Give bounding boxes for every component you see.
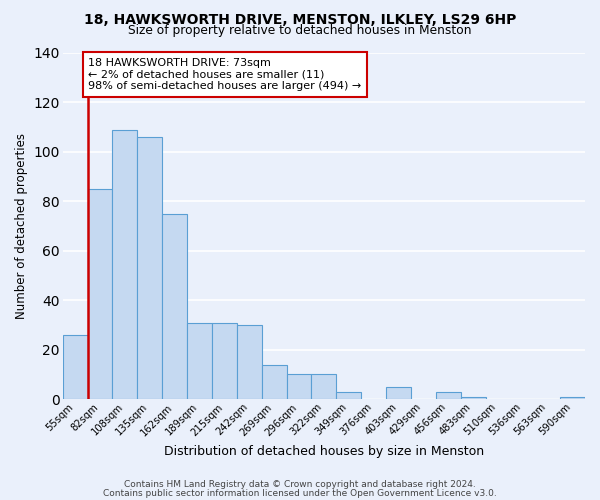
Bar xyxy=(461,396,485,399)
Bar xyxy=(287,374,311,399)
Bar xyxy=(187,322,212,399)
Bar xyxy=(262,364,287,399)
Bar xyxy=(560,396,585,399)
Bar xyxy=(162,214,187,399)
Text: 18 HAWKSWORTH DRIVE: 73sqm
← 2% of detached houses are smaller (11)
98% of semi-: 18 HAWKSWORTH DRIVE: 73sqm ← 2% of detac… xyxy=(88,58,361,91)
Bar xyxy=(237,325,262,399)
Text: 18, HAWKSWORTH DRIVE, MENSTON, ILKLEY, LS29 6HP: 18, HAWKSWORTH DRIVE, MENSTON, ILKLEY, L… xyxy=(84,12,516,26)
X-axis label: Distribution of detached houses by size in Menston: Distribution of detached houses by size … xyxy=(164,444,484,458)
Text: Contains HM Land Registry data © Crown copyright and database right 2024.: Contains HM Land Registry data © Crown c… xyxy=(124,480,476,489)
Text: Size of property relative to detached houses in Menston: Size of property relative to detached ho… xyxy=(128,24,472,37)
Bar xyxy=(386,387,411,399)
Bar xyxy=(63,335,88,399)
Bar xyxy=(112,130,137,399)
Bar xyxy=(336,392,361,399)
Bar xyxy=(311,374,336,399)
Y-axis label: Number of detached properties: Number of detached properties xyxy=(15,133,28,319)
Bar xyxy=(436,392,461,399)
Bar xyxy=(88,189,112,399)
Text: Contains public sector information licensed under the Open Government Licence v3: Contains public sector information licen… xyxy=(103,488,497,498)
Bar xyxy=(212,322,237,399)
Bar xyxy=(137,137,162,399)
